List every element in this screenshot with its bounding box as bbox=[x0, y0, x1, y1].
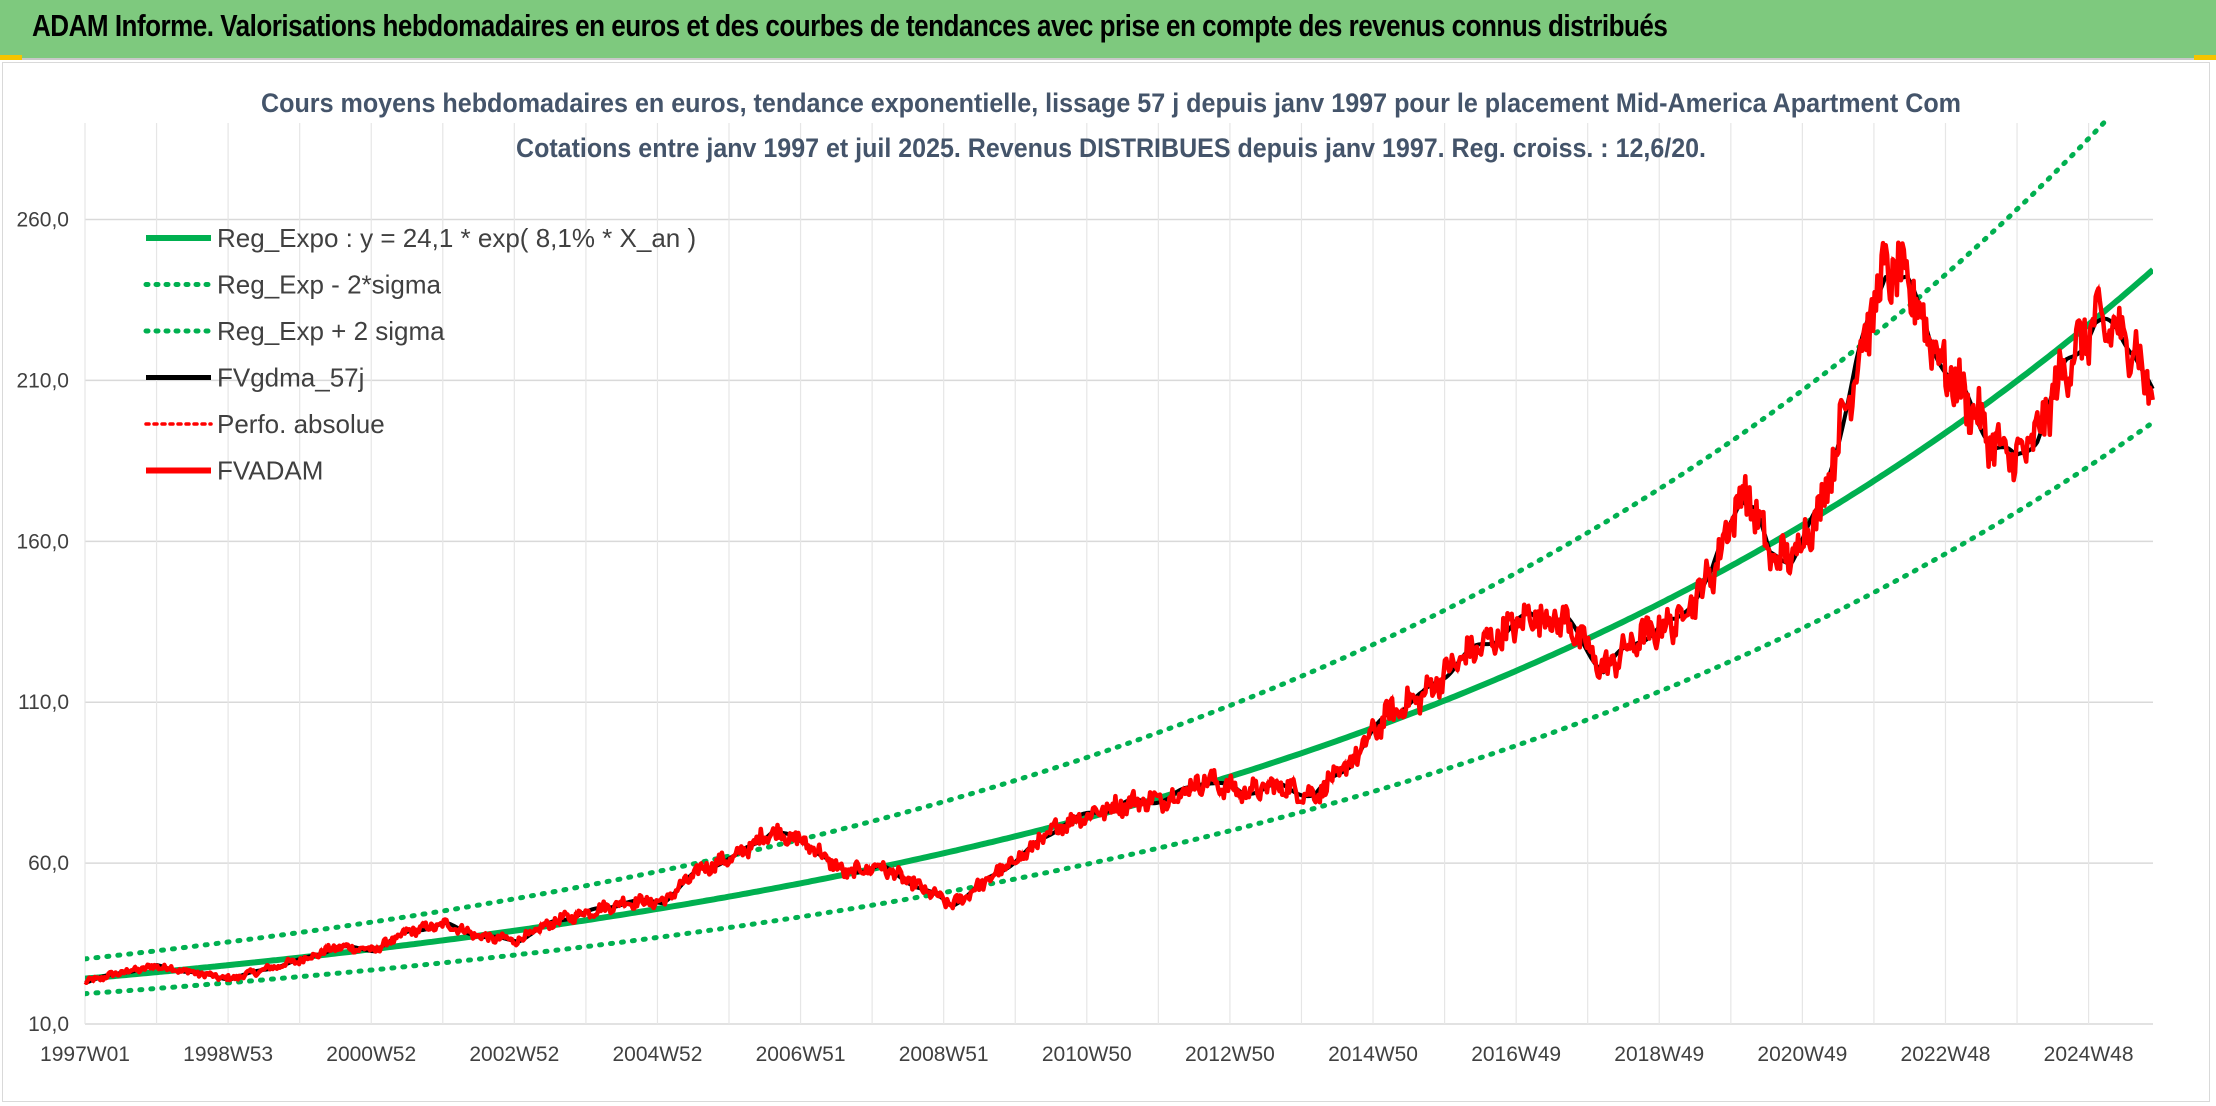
legend-label: FVgdma_57j bbox=[217, 363, 364, 393]
corner-mark-right bbox=[2194, 55, 2216, 60]
x-tick-label: 2018W49 bbox=[1614, 1043, 1704, 1066]
x-tick-label: 2016W49 bbox=[1471, 1043, 1561, 1066]
series-perfo-absolue bbox=[84, 242, 2154, 985]
legend-label: FVADAM bbox=[217, 456, 323, 486]
y-tick-label: 110,0 bbox=[18, 691, 69, 714]
y-axis-ticks: 10,0 60,0 110,0 160,0 210,0 260,0 bbox=[16, 209, 69, 1036]
chart-title-line-2: Cotations entre janv 1997 et juil 2025. … bbox=[516, 133, 1706, 163]
x-tick-label: 2002W52 bbox=[469, 1043, 559, 1066]
series-layer bbox=[83, 119, 2155, 997]
x-tick-label: 2006W51 bbox=[756, 1043, 846, 1066]
x-tick-label: 2022W48 bbox=[1901, 1043, 1991, 1066]
x-tick-label: 1998W53 bbox=[183, 1043, 273, 1066]
grid-lines bbox=[84, 123, 2153, 1025]
legend-label: Reg_Exp + 2 sigma bbox=[217, 316, 445, 346]
y-tick-label: 60,0 bbox=[28, 852, 69, 875]
report-title: ADAM Informe. Valorisations hebdomadaire… bbox=[32, 8, 1668, 43]
y-tick-label: 210,0 bbox=[16, 369, 69, 392]
series-reg-expo bbox=[85, 267, 2153, 982]
series-fvadam bbox=[83, 240, 2155, 986]
y-tick-label: 10,0 bbox=[28, 1013, 69, 1036]
x-tick-label: 2010W50 bbox=[1042, 1043, 1132, 1066]
series-fvgdma-57j bbox=[84, 274, 2155, 985]
legend-label: Reg_Expo : y = 24,1 * exp( 8,1% * X_an ) bbox=[217, 223, 696, 253]
chart-frame: 1997W01 1998W53 2000W52 2002W52 2004W52 2006W… bbox=[2, 62, 2210, 1102]
price-chart: 1997W01 1998W53 2000W52 2002W52 2004W52 2006W… bbox=[16, 88, 2155, 1066]
x-tick-label: 2024W48 bbox=[2044, 1043, 2134, 1066]
series-reg-exp-minus-2sigma bbox=[85, 419, 2153, 997]
x-tick-label: 2014W50 bbox=[1328, 1043, 1418, 1066]
legend-label: Reg_Exp - 2*sigma bbox=[217, 270, 442, 300]
x-tick-label: 2008W51 bbox=[899, 1043, 989, 1066]
report-banner: ADAM Informe. Valorisations hebdomadaire… bbox=[0, 0, 2216, 60]
x-tick-label: 2012W50 bbox=[1185, 1043, 1275, 1066]
y-tick-label: 260,0 bbox=[16, 209, 69, 232]
chart-title-line-1: Cours moyens hebdomadaires en euros, ten… bbox=[261, 88, 1961, 118]
x-axis-ticks: 1997W01 1998W53 2000W52 2002W52 2004W52 2006W… bbox=[40, 1043, 2134, 1066]
x-tick-label: 2020W49 bbox=[1757, 1043, 1847, 1066]
x-tick-label: 2000W52 bbox=[326, 1043, 416, 1066]
chart-legend: Reg_Expo : y = 24,1 * exp( 8,1% * X_an )… bbox=[143, 223, 696, 486]
x-tick-label: 2004W52 bbox=[613, 1043, 703, 1066]
series-reg-exp-plus-2sigma bbox=[85, 119, 2111, 962]
legend-label: Perfo. absolue bbox=[217, 409, 385, 439]
x-tick-label: 1997W01 bbox=[40, 1043, 130, 1066]
corner-mark-left bbox=[0, 55, 22, 60]
y-tick-label: 160,0 bbox=[16, 530, 69, 553]
